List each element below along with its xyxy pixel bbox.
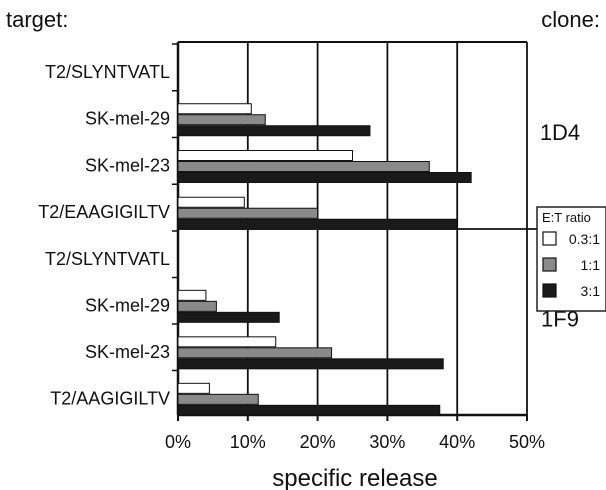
legend-swatch xyxy=(542,283,557,298)
target-label: T2/SLYNTVATL xyxy=(45,62,170,82)
x-tick-label: 30% xyxy=(369,432,405,452)
legend-label: 0.3:1 xyxy=(569,231,600,247)
target-label: T2/AAGIGILTV xyxy=(50,388,170,408)
bar-3-1 xyxy=(177,404,441,416)
bar-3-1 xyxy=(177,171,472,183)
bar-0-3-1 xyxy=(177,196,245,208)
bar-1-1 xyxy=(177,114,266,126)
bar-3-1 xyxy=(177,125,371,137)
bar-0-3-1 xyxy=(177,336,277,348)
x-axis-title: specific release xyxy=(272,465,437,490)
legend-items: 0.3:1 1:1 3:1 xyxy=(542,231,601,299)
bar-3-1 xyxy=(177,311,280,323)
legend-title: E:T ratio xyxy=(542,210,591,225)
header-left: target: xyxy=(6,7,68,32)
bar-layer xyxy=(177,103,472,416)
bar-1-1 xyxy=(177,393,259,405)
bar-1-1 xyxy=(177,160,430,172)
header-right: clone: xyxy=(541,7,600,32)
category-labels: T2/SLYNTVATL SK-mel-29 SK-mel-23 T2/EAAGIGI… xyxy=(38,43,178,408)
bar-1-1 xyxy=(177,300,217,312)
legend-swatch xyxy=(542,257,557,272)
bar-3-1 xyxy=(177,218,458,230)
x-tick-label: 40% xyxy=(439,432,475,452)
legend-swatch xyxy=(542,231,557,246)
bar-0-3-1 xyxy=(177,382,210,394)
target-label: SK-mel-29 xyxy=(85,109,170,129)
x-tick-label: 50% xyxy=(509,432,545,452)
legend-label: 1:1 xyxy=(581,257,601,273)
x-tick-label: 10% xyxy=(230,432,266,452)
bar-0-3-1 xyxy=(177,103,252,115)
x-tick-label: 0% xyxy=(165,432,191,452)
bar-3-1 xyxy=(177,358,444,370)
legend: E:T ratio 0.3:1 1:1 3:1 xyxy=(536,206,606,312)
target-label: T2/EAAGIGILTV xyxy=(38,202,170,222)
target-label: SK-mel-23 xyxy=(85,155,170,175)
target-label: SK-mel-23 xyxy=(85,342,170,362)
x-tick-labels: 0% 10% 20% 30% 40% 50% xyxy=(165,415,545,452)
legend-label: 3:1 xyxy=(581,283,601,299)
x-tick-label: 20% xyxy=(300,432,336,452)
bar-0-3-1 xyxy=(177,149,353,161)
bar-0-3-1 xyxy=(177,289,207,301)
bar-1-1 xyxy=(177,347,333,359)
target-label: T2/SLYNTVATL xyxy=(45,249,170,269)
clone-label: 1D4 xyxy=(540,120,580,145)
bar-1-1 xyxy=(177,207,319,219)
target-label: SK-mel-29 xyxy=(85,295,170,315)
